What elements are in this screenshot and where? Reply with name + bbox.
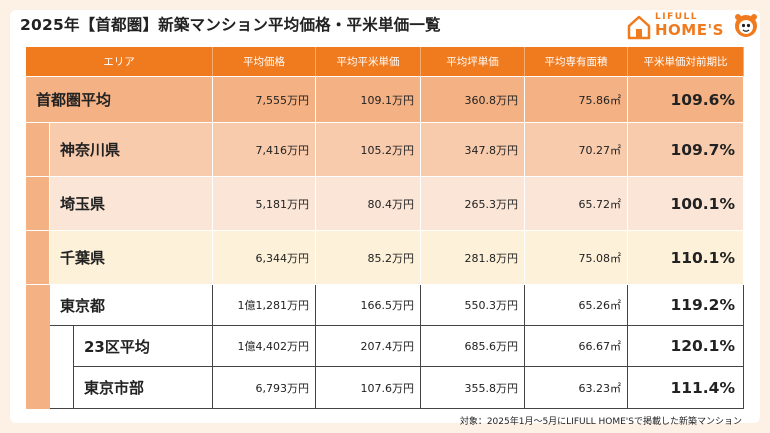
price-cell: 1億1,281万円 [213, 285, 316, 326]
price-cell: 6,793万円 [213, 367, 316, 409]
yoy-cell: 109.7% [628, 123, 744, 177]
house-icon [627, 15, 651, 40]
header-yoy: 平米単価対前期比 [628, 47, 744, 77]
yoy-cell: 111.4% [628, 367, 744, 409]
area-name: 東京都 [50, 285, 213, 326]
table-row: 千葉県 6,344万円 85.2万円 281.8万円 75.08㎡ 110.1% [26, 231, 744, 285]
table-row: 首都圏平均 7,555万円 109.1万円 360.8万円 75.86㎡ 109… [26, 77, 744, 123]
price-cell: 6,344万円 [213, 231, 316, 285]
area-name: 神奈川県 [50, 123, 213, 177]
table-row: 神奈川県 7,416万円 105.2万円 347.8万円 70.27㎡ 109.… [26, 123, 744, 177]
area-name: 埼玉県 [50, 177, 213, 231]
indent-spacer [26, 177, 50, 231]
size-cell: 65.26㎡ [525, 285, 628, 326]
tsubo-cell: 347.8万円 [421, 123, 525, 177]
size-cell: 75.08㎡ [525, 231, 628, 285]
indent-spacer [26, 231, 50, 285]
sqm-cell: 80.4万円 [316, 177, 421, 231]
yoy-cell: 110.1% [628, 231, 744, 285]
header-sqm: 平均平米単価 [316, 47, 421, 77]
sqm-cell: 166.5万円 [316, 285, 421, 326]
tsubo-cell: 281.8万円 [421, 231, 525, 285]
sqm-cell: 207.4万円 [316, 326, 421, 367]
header-size: 平均専有面積 [525, 47, 628, 77]
header-area: エリア [26, 47, 213, 77]
price-cell: 7,555万円 [213, 77, 316, 123]
sqm-cell: 107.6万円 [316, 367, 421, 409]
table-header-row: エリア 平均価格 平均平米単価 平均坪単価 平均専有面積 平米単価対前期比 [26, 47, 744, 77]
area-name: 千葉県 [50, 231, 213, 285]
size-cell: 70.27㎡ [525, 123, 628, 177]
logo-brand-main: HOME'S [655, 21, 724, 39]
table-row: 23区平均 1億4,402万円 207.4万円 685.6万円 66.67㎡ 1… [26, 326, 744, 367]
indent-spacer [50, 326, 74, 367]
tsubo-cell: 360.8万円 [421, 77, 525, 123]
yoy-cell: 119.2% [628, 285, 744, 326]
size-cell: 63.23㎡ [525, 367, 628, 409]
indent-spacer [26, 123, 50, 177]
area-name: 首都圏平均 [26, 77, 213, 123]
tsubo-cell: 685.6万円 [421, 326, 525, 367]
tsubo-cell: 550.3万円 [421, 285, 525, 326]
sqm-cell: 105.2万円 [316, 123, 421, 177]
tsubo-cell: 355.8万円 [421, 367, 525, 409]
sqm-cell: 109.1万円 [316, 77, 421, 123]
table-row: 埼玉県 5,181万円 80.4万円 265.3万円 65.72㎡ 100.1% [26, 177, 744, 231]
price-cell: 5,181万円 [213, 177, 316, 231]
size-cell: 75.86㎡ [525, 77, 628, 123]
logo-brand-top: LIFULL [655, 12, 699, 22]
price-cell: 1億4,402万円 [213, 326, 316, 367]
yoy-cell: 100.1% [628, 177, 744, 231]
table-row: 東京都 1億1,281万円 166.5万円 550.3万円 65.26㎡ 119… [26, 285, 744, 326]
price-cell: 7,416万円 [213, 123, 316, 177]
indent-spacer [50, 367, 74, 409]
lifull-homes-logo: LIFULL HOME'S [627, 12, 757, 42]
size-cell: 65.72㎡ [525, 177, 628, 231]
sqm-cell: 85.2万円 [316, 231, 421, 285]
page-title: 2025年【首都圏】新築マンション平均価格・平米単価一覧 [20, 16, 441, 34]
indent-spacer [26, 326, 50, 367]
footnote: 対象：2025年1月～5月にLIFULL HOME'Sで掲載した新築マンション [459, 417, 742, 427]
indent-spacer [26, 285, 50, 326]
area-name: 東京市部 [74, 367, 213, 409]
indent-spacer [26, 367, 50, 409]
size-cell: 66.67㎡ [525, 326, 628, 367]
table-row: 東京市部 6,793万円 107.6万円 355.8万円 63.23㎡ 111.… [26, 367, 744, 409]
yoy-cell: 120.1% [628, 326, 744, 367]
header-price: 平均価格 [213, 47, 316, 77]
area-name: 23区平均 [74, 326, 213, 367]
tsubo-cell: 265.3万円 [421, 177, 525, 231]
mascot-icon [735, 14, 757, 37]
yoy-cell: 109.6% [628, 77, 744, 123]
header-tsubo: 平均坪単価 [421, 47, 525, 77]
